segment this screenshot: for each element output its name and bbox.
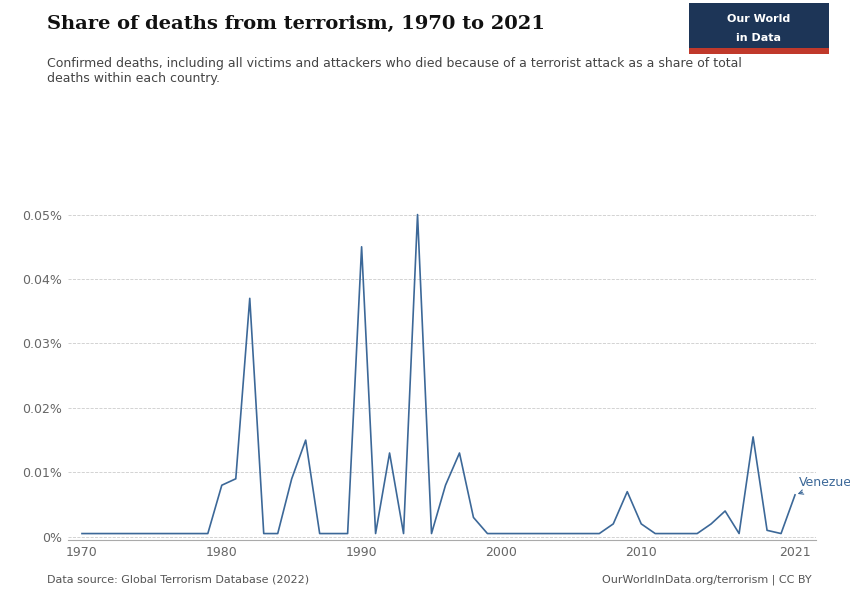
Text: Data source: Global Terrorism Database (2022): Data source: Global Terrorism Database (… — [47, 575, 309, 585]
Text: OurWorldInData.org/terrorism | CC BY: OurWorldInData.org/terrorism | CC BY — [602, 575, 812, 585]
Text: Confirmed deaths, including all victims and attackers who died because of a terr: Confirmed deaths, including all victims … — [47, 57, 741, 85]
Text: Our World: Our World — [727, 14, 790, 24]
Text: in Data: in Data — [736, 33, 781, 43]
Text: Share of deaths from terrorism, 1970 to 2021: Share of deaths from terrorism, 1970 to … — [47, 15, 545, 33]
Text: Venezuela: Venezuela — [799, 475, 850, 494]
